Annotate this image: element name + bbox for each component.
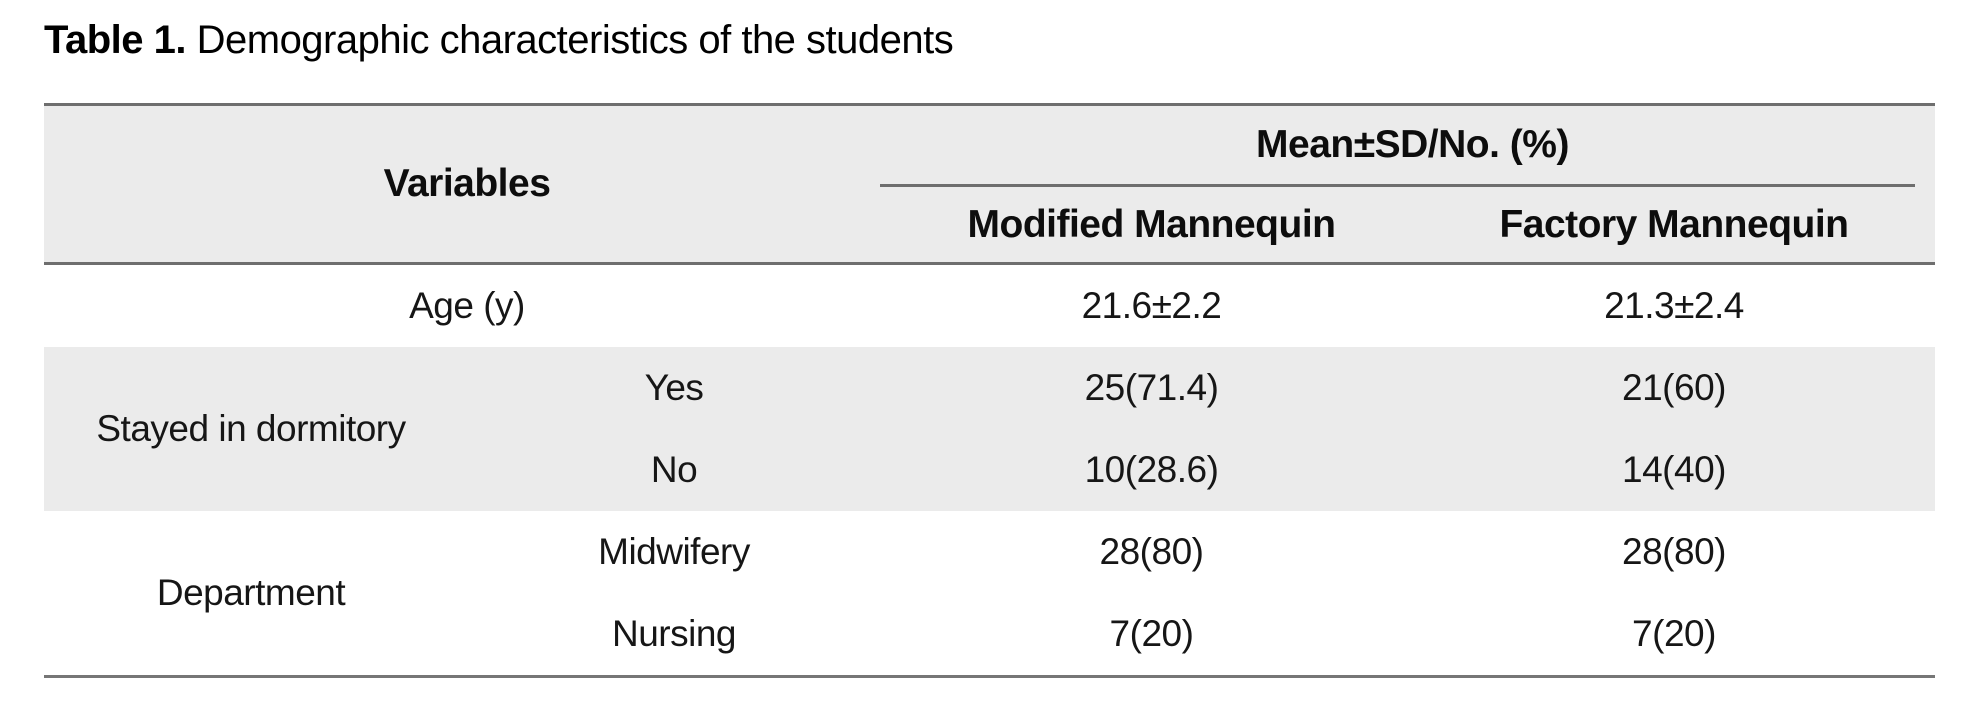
header-modified-mannequin: Modified Mannequin [967, 202, 1336, 246]
dormitory-group-label: Stayed in dormitory [96, 408, 406, 449]
table-header: Variables Mean±SD/No. (%) Modified Manne… [44, 106, 1935, 265]
header-mannequin-subrow: Modified Mannequin Factory Mannequin [890, 187, 1935, 262]
dormitory-yes-factory-value: 21(60) [1622, 367, 1726, 408]
row-age-factory-value: 21.3±2.4 [1604, 285, 1744, 326]
department-midwifery-factory-value: 28(80) [1622, 531, 1726, 572]
dormitory-no-factory-value: 14(40) [1622, 449, 1726, 490]
department-midwifery-modified-value: 28(80) [1099, 531, 1204, 572]
department-midwifery-label: Midwifery [598, 531, 750, 572]
row-group-department: Department Midwifery 28(80) 28(80) Nursi… [44, 511, 1935, 675]
table-caption: Table 1. Demographic characteristics of … [44, 18, 954, 63]
dormitory-yes-label: Yes [644, 367, 704, 408]
row-group-dormitory: Stayed in dormitory Yes 25(71.4) 21(60) … [44, 347, 1935, 511]
table-caption-text: Demographic characteristics of the stude… [196, 18, 954, 62]
header-variables: Variables [383, 162, 551, 205]
header-mean-sd: Mean±SD/No. (%) [1256, 123, 1569, 166]
department-nursing-modified-value: 7(20) [1109, 613, 1194, 654]
row-age: Age (y) 21.6±2.2 21.3±2.4 [44, 265, 1935, 347]
dormitory-yes-modified-value: 25(71.4) [1084, 367, 1219, 408]
dormitory-no-modified-value: 10(28.6) [1084, 449, 1219, 490]
dormitory-no-label: No [650, 449, 698, 490]
header-measure-group: Mean±SD/No. (%) Modified Mannequin Facto… [880, 106, 1935, 262]
demographics-table: Variables Mean±SD/No. (%) Modified Manne… [44, 103, 1935, 678]
department-nursing-label: Nursing [612, 613, 737, 654]
department-group-label: Department [156, 572, 346, 613]
table-caption-number: Table 1. [44, 18, 186, 62]
row-age-modified-value: 21.6±2.2 [1081, 285, 1222, 326]
header-factory-mannequin: Factory Mannequin [1499, 202, 1849, 246]
department-nursing-factory-value: 7(20) [1632, 613, 1716, 654]
row-age-label: Age (y) [409, 285, 525, 326]
header-measure-underline [880, 184, 1915, 187]
table-body: Age (y) 21.6±2.2 21.3±2.4 Stayed in dorm… [44, 265, 1935, 675]
